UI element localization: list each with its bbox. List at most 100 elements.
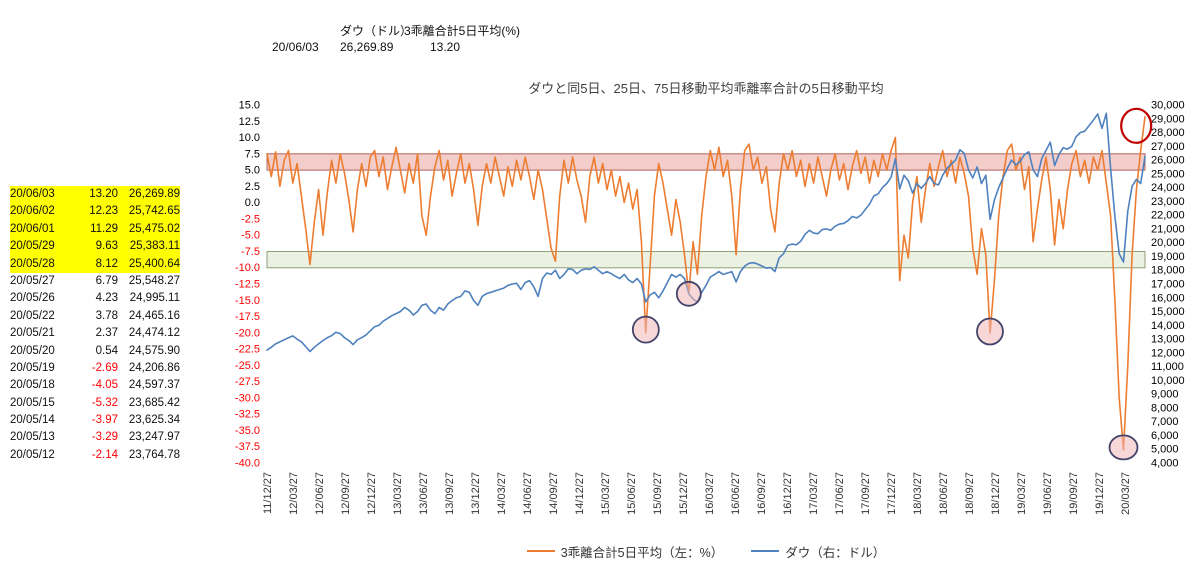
cell-date[interactable]: 20/05/18 <box>10 379 55 392</box>
x-axis-label: 18/12/27 <box>990 472 1002 515</box>
left-axis-label: -27.5 <box>235 376 260 388</box>
cell-dow-value[interactable]: 24,474.12 <box>128 327 180 340</box>
cell-dow-value[interactable]: 23,247.97 <box>128 431 180 444</box>
cell-dow-value[interactable]: 25,742.65 <box>128 205 180 218</box>
right-axis-label: 22,000 <box>1151 210 1185 222</box>
cell-date[interactable]: 20/05/20 <box>10 344 55 357</box>
cell-deviation-pct[interactable]: 13.20 <box>89 188 118 200</box>
header-date-cell[interactable]: 20/06/03 <box>272 40 319 54</box>
cell-date[interactable]: 20/05/26 <box>10 292 55 305</box>
cell-deviation-pct[interactable]: 4.23 <box>95 292 118 305</box>
left-axis-label: 0.0 <box>245 197 260 209</box>
table-row[interactable]: 20/06/02 12.23 25,742.65 <box>10 203 180 221</box>
header-dow-cell[interactable]: 26,269.89 <box>340 40 394 54</box>
cell-dow-value[interactable]: 23,764.78 <box>128 448 180 461</box>
cell-date[interactable]: 20/05/28 <box>10 257 55 270</box>
table-row[interactable]: 20/05/14 -3.97 23,625.34 <box>10 412 180 429</box>
cell-deviation-pct[interactable]: 2.37 <box>95 327 118 340</box>
cell-dow-value[interactable]: 25,548.27 <box>128 274 180 287</box>
cell-deviation-pct[interactable]: -2.69 <box>91 361 118 374</box>
cell-deviation-pct[interactable]: 6.79 <box>95 274 118 287</box>
right-axis-label: 13,000 <box>1151 334 1185 346</box>
x-axis-label: 16/09/27 <box>756 472 768 515</box>
cell-deviation-pct[interactable]: 11.29 <box>90 222 118 235</box>
cell-dow-value[interactable]: 25,475.02 <box>128 222 180 235</box>
cell-dow-value[interactable]: 23,685.42 <box>128 396 180 409</box>
cell-date[interactable]: 20/06/01 <box>10 222 55 235</box>
cell-deviation-pct[interactable]: 8.12 <box>95 257 118 270</box>
cell-date[interactable]: 20/05/22 <box>10 309 55 322</box>
table-row[interactable]: 20/05/29 9.63 25,383.11 <box>10 238 180 256</box>
left-axis-label: -32.5 <box>235 409 260 421</box>
cell-deviation-pct[interactable]: -4.05 <box>91 379 118 392</box>
table-row[interactable]: 20/05/22 3.78 24,465.16 <box>10 308 180 325</box>
table-row[interactable]: 20/05/21 2.37 24,474.12 <box>10 325 180 342</box>
cell-dow-value[interactable]: 24,995.11 <box>129 292 180 305</box>
cell-dow-value[interactable]: 23,625.34 <box>128 414 180 427</box>
left-axis-label: -40.0 <box>235 458 260 470</box>
cell-deviation-pct[interactable]: -3.29 <box>91 431 118 444</box>
right-axis-label: 11,000 <box>1151 361 1184 373</box>
cell-dow-value[interactable]: 24,575.90 <box>128 344 180 357</box>
right-axis-label: 8,000 <box>1151 402 1179 414</box>
cell-deviation-pct[interactable]: -5.32 <box>91 396 118 409</box>
right-axis-label: 21,000 <box>1151 223 1185 235</box>
cell-date[interactable]: 20/05/15 <box>10 396 55 409</box>
cell-dow-value[interactable]: 24,597.37 <box>128 379 180 392</box>
cell-date[interactable]: 20/05/12 <box>10 448 55 461</box>
table-row[interactable]: 20/06/01 11.29 25,475.02 <box>10 220 180 239</box>
cell-dow-value[interactable]: 26,269.89 <box>128 188 180 200</box>
left-axis-label: 15.0 <box>239 100 260 112</box>
cell-dow-value[interactable]: 25,400.64 <box>128 257 180 270</box>
right-axis-label: 5,000 <box>1151 444 1179 456</box>
cell-date[interactable]: 20/05/29 <box>10 240 55 253</box>
table-row[interactable]: 20/05/26 4.23 24,995.11 <box>10 290 180 307</box>
cell-date[interactable]: 20/05/14 <box>10 414 55 427</box>
cell-date[interactable]: 20/06/02 <box>10 205 55 218</box>
table-row[interactable]: 20/05/15 -5.32 23,685.42 <box>10 395 180 412</box>
right-axis-label: 18,000 <box>1151 265 1185 277</box>
cell-deviation-pct[interactable]: 0.54 <box>95 344 118 357</box>
cell-date[interactable]: 20/05/21 <box>10 327 55 340</box>
cell-deviation-pct[interactable]: 9.63 <box>95 240 118 253</box>
x-axis-label: 19/12/27 <box>1094 472 1106 515</box>
table-row[interactable]: 20/05/19 -2.69 24,206.86 <box>10 360 180 377</box>
header-pct-cell[interactable]: 13.20 <box>430 40 461 54</box>
right-axis-label: 6,000 <box>1151 430 1179 442</box>
x-axis-label: 16/03/27 <box>704 472 716 515</box>
table-row[interactable]: 20/05/13 -3.29 23,247.97 <box>10 429 180 446</box>
right-axis-label: 28,000 <box>1151 127 1185 139</box>
x-axis-label: 17/06/27 <box>834 472 846 515</box>
table-row[interactable]: 20/06/03 13.20 26,269.89 <box>10 186 180 204</box>
table-row[interactable]: 20/05/20 0.54 24,575.90 <box>10 343 180 360</box>
left-axis-label: 10.0 <box>239 132 260 144</box>
legend-line-swatch <box>526 549 555 553</box>
cell-deviation-pct[interactable]: 3.78 <box>95 309 118 322</box>
cell-deviation-pct[interactable]: 12.23 <box>89 205 118 218</box>
x-axis-label: 16/12/27 <box>782 472 794 515</box>
cell-date[interactable]: 20/05/27 <box>10 274 55 287</box>
header-pct-label[interactable]: 3乖離合計5日平均(%) <box>404 24 521 38</box>
left-axis-label: -15.0 <box>235 295 260 307</box>
cell-dow-value[interactable]: 24,206.86 <box>128 361 180 374</box>
header-dow-label[interactable]: ダウ（ドル） <box>340 24 413 38</box>
x-axis-label: 13/12/27 <box>470 472 482 515</box>
cell-date[interactable]: 20/06/03 <box>10 188 55 200</box>
cell-date[interactable]: 20/05/13 <box>10 431 55 444</box>
cell-deviation-pct[interactable]: -3.97 <box>91 414 118 427</box>
cell-deviation-pct[interactable]: -2.14 <box>91 448 118 461</box>
x-axis-label: 15/09/27 <box>652 472 664 515</box>
table-row[interactable]: 20/05/18 -4.05 24,597.37 <box>10 377 180 394</box>
cell-date[interactable]: 20/05/19 <box>10 361 55 374</box>
table-row[interactable]: 20/05/27 6.79 25,548.27 <box>10 273 180 290</box>
cell-dow-value[interactable]: 25,383.11 <box>129 240 180 253</box>
cell-dow-value[interactable]: 24,465.16 <box>128 309 180 322</box>
x-axis-label: 15/12/27 <box>678 472 690 515</box>
x-axis-label: 17/03/27 <box>808 472 820 515</box>
table-row[interactable]: 20/05/28 8.12 25,400.64 <box>10 255 180 273</box>
x-axis-label: 14/03/27 <box>496 472 508 515</box>
right-axis-label: 23,000 <box>1151 196 1185 208</box>
history-table: 20/06/03 13.20 26,269.89 20/06/02 12.23 25,74… <box>10 186 180 464</box>
table-row[interactable]: 20/05/12 -2.14 23,764.78 <box>10 447 180 464</box>
